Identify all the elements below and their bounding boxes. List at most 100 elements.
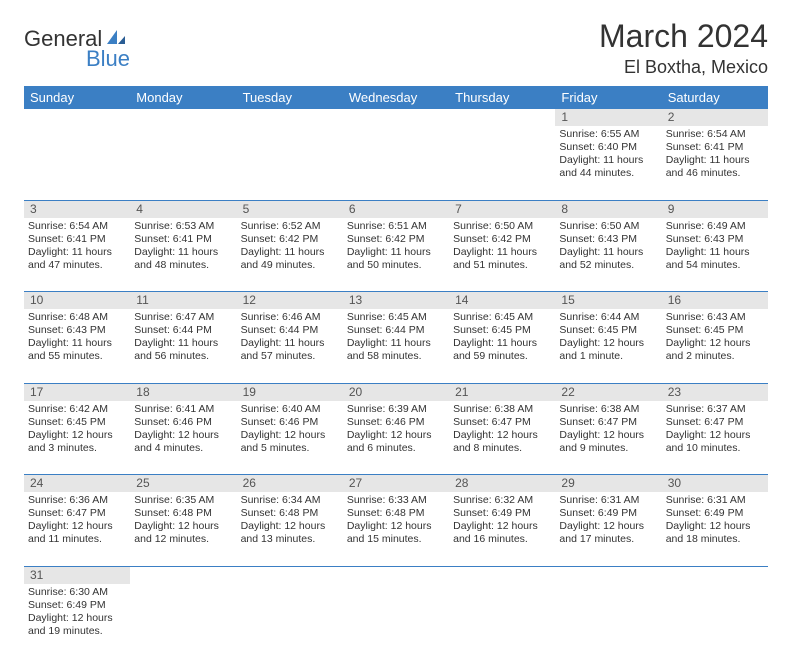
weekday-header-row: SundayMondayTuesdayWednesdayThursdayFrid… [24,86,768,109]
sunrise-text: Sunrise: 6:47 AM [134,311,232,324]
day-content-cell: Sunrise: 6:47 AMSunset: 6:44 PMDaylight:… [130,309,236,383]
sunrise-text: Sunrise: 6:49 AM [666,220,764,233]
daylight-text: and 49 minutes. [241,259,339,272]
day-number-cell: 21 [449,383,555,401]
daylight-text: and 8 minutes. [453,442,551,455]
sunrise-text: Sunrise: 6:54 AM [28,220,126,233]
daylight-text: and 54 minutes. [666,259,764,272]
daylight-text: Daylight: 11 hours [666,246,764,259]
day-content-cell: Sunrise: 6:51 AMSunset: 6:42 PMDaylight:… [343,218,449,292]
sunset-text: Sunset: 6:45 PM [453,324,551,337]
daylight-text: Daylight: 12 hours [453,520,551,533]
daylight-text: Daylight: 11 hours [347,337,445,350]
daylight-text: and 11 minutes. [28,533,126,546]
sunset-text: Sunset: 6:44 PM [134,324,232,337]
sunset-text: Sunset: 6:44 PM [347,324,445,337]
sunrise-text: Sunrise: 6:42 AM [28,403,126,416]
day-content-cell: Sunrise: 6:54 AMSunset: 6:41 PMDaylight:… [24,218,130,292]
daylight-text: and 50 minutes. [347,259,445,272]
day-content-cell: Sunrise: 6:42 AMSunset: 6:45 PMDaylight:… [24,401,130,475]
daylight-text: Daylight: 12 hours [666,520,764,533]
sunset-text: Sunset: 6:46 PM [241,416,339,429]
day-number-cell [130,566,236,584]
daylight-text: and 10 minutes. [666,442,764,455]
sunset-text: Sunset: 6:47 PM [666,416,764,429]
sunset-text: Sunset: 6:43 PM [666,233,764,246]
day-content-cell [130,584,236,658]
month-title: March 2024 [599,18,768,55]
sunrise-text: Sunrise: 6:46 AM [241,311,339,324]
weekday-header: Saturday [662,86,768,109]
sunrise-text: Sunrise: 6:51 AM [347,220,445,233]
daylight-text: Daylight: 12 hours [559,337,657,350]
day-content-cell: Sunrise: 6:35 AMSunset: 6:48 PMDaylight:… [130,492,236,566]
day-number-cell: 10 [24,292,130,310]
day-content-cell: Sunrise: 6:36 AMSunset: 6:47 PMDaylight:… [24,492,130,566]
daylight-text: Daylight: 11 hours [28,246,126,259]
day-number-cell [24,109,130,126]
day-number-row: 17181920212223 [24,383,768,401]
sunset-text: Sunset: 6:40 PM [559,141,657,154]
day-number-cell: 26 [237,475,343,493]
sunrise-text: Sunrise: 6:50 AM [453,220,551,233]
daylight-text: Daylight: 12 hours [28,429,126,442]
sunset-text: Sunset: 6:43 PM [559,233,657,246]
day-number-cell: 31 [24,566,130,584]
daylight-text: and 9 minutes. [559,442,657,455]
day-number-cell: 16 [662,292,768,310]
day-number-cell: 20 [343,383,449,401]
day-content-cell [555,584,661,658]
weekday-header: Wednesday [343,86,449,109]
daylight-text: Daylight: 11 hours [453,337,551,350]
day-number-row: 10111213141516 [24,292,768,310]
day-content-cell: Sunrise: 6:52 AMSunset: 6:42 PMDaylight:… [237,218,343,292]
day-number-cell: 14 [449,292,555,310]
day-number-cell: 25 [130,475,236,493]
daylight-text: and 51 minutes. [453,259,551,272]
daylight-text: Daylight: 11 hours [134,337,232,350]
day-content-cell: Sunrise: 6:33 AMSunset: 6:48 PMDaylight:… [343,492,449,566]
sunrise-text: Sunrise: 6:41 AM [134,403,232,416]
daylight-text: Daylight: 11 hours [28,337,126,350]
daylight-text: and 18 minutes. [666,533,764,546]
daylight-text: and 12 minutes. [134,533,232,546]
daylight-text: and 56 minutes. [134,350,232,363]
day-number-cell: 13 [343,292,449,310]
day-content-cell [449,584,555,658]
day-content-cell: Sunrise: 6:54 AMSunset: 6:41 PMDaylight:… [662,126,768,200]
daylight-text: and 46 minutes. [666,167,764,180]
day-content-cell: Sunrise: 6:38 AMSunset: 6:47 PMDaylight:… [555,401,661,475]
sunrise-text: Sunrise: 6:45 AM [347,311,445,324]
day-number-cell [555,566,661,584]
day-content-row: Sunrise: 6:54 AMSunset: 6:41 PMDaylight:… [24,218,768,292]
day-content-cell: Sunrise: 6:50 AMSunset: 6:42 PMDaylight:… [449,218,555,292]
daylight-text: and 55 minutes. [28,350,126,363]
day-number-cell: 15 [555,292,661,310]
sunrise-text: Sunrise: 6:33 AM [347,494,445,507]
day-number-cell: 7 [449,200,555,218]
daylight-text: and 58 minutes. [347,350,445,363]
location: El Boxtha, Mexico [599,57,768,78]
day-number-cell: 17 [24,383,130,401]
day-number-cell: 11 [130,292,236,310]
daylight-text: and 6 minutes. [347,442,445,455]
day-number-cell: 6 [343,200,449,218]
sunrise-text: Sunrise: 6:30 AM [28,586,126,599]
weekday-header: Monday [130,86,236,109]
daylight-text: and 15 minutes. [347,533,445,546]
day-number-cell: 5 [237,200,343,218]
sunrise-text: Sunrise: 6:36 AM [28,494,126,507]
day-number-cell: 9 [662,200,768,218]
day-number-cell [130,109,236,126]
daylight-text: Daylight: 11 hours [666,154,764,167]
day-content-cell: Sunrise: 6:31 AMSunset: 6:49 PMDaylight:… [555,492,661,566]
day-content-row: Sunrise: 6:55 AMSunset: 6:40 PMDaylight:… [24,126,768,200]
day-number-cell: 1 [555,109,661,126]
day-content-cell: Sunrise: 6:45 AMSunset: 6:45 PMDaylight:… [449,309,555,383]
daylight-text: Daylight: 11 hours [134,246,232,259]
daylight-text: and 17 minutes. [559,533,657,546]
day-number-cell [449,109,555,126]
day-content-cell: Sunrise: 6:41 AMSunset: 6:46 PMDaylight:… [130,401,236,475]
day-content-cell: Sunrise: 6:37 AMSunset: 6:47 PMDaylight:… [662,401,768,475]
sunset-text: Sunset: 6:45 PM [666,324,764,337]
